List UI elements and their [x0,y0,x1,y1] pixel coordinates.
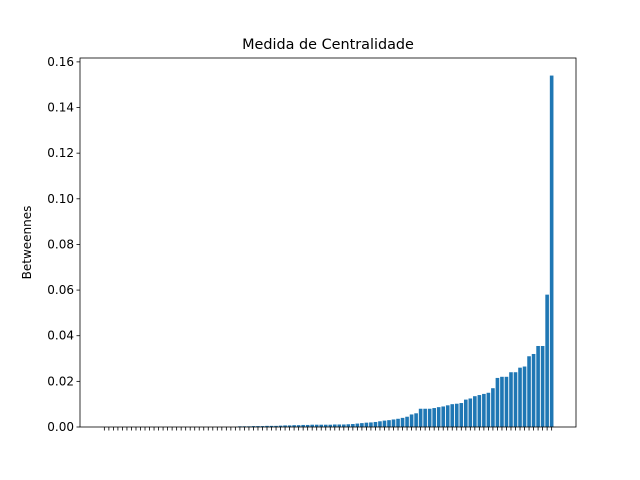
bar [283,425,287,427]
bar [518,367,522,427]
bar [400,417,405,427]
bar [269,425,274,427]
bar [427,408,432,427]
bar [540,345,545,427]
bar [409,414,414,427]
bar [450,404,455,427]
bar [436,407,441,427]
bar [265,425,269,427]
y-axis-label: Betweennes [20,206,34,280]
y-tick-label: 0.02 [47,374,74,388]
bar [477,395,482,427]
bar [445,405,450,427]
bar [418,408,423,427]
bar [355,423,360,427]
bar [495,377,500,427]
bar [527,356,531,427]
bar [459,403,464,427]
bar [454,403,459,427]
chart-title: Medida de Centralidade [242,37,414,53]
y-tick-label: 0.12 [47,146,74,160]
y-tick-label: 0.08 [47,237,74,251]
bar [482,393,486,427]
bar [509,372,513,427]
bar [387,420,391,427]
bar [256,426,260,427]
bar [369,422,373,427]
y-tick-label: 0.14 [47,101,74,115]
bar [314,424,319,427]
bar [522,366,527,427]
bar [531,353,536,427]
bar [491,388,495,427]
bar [504,376,509,427]
y-tick-label: 0.04 [47,329,74,343]
bar [301,424,305,427]
bar [536,345,540,427]
bar [414,413,418,427]
bar [423,408,427,427]
y-tick-label: 0.06 [47,283,74,297]
bar [296,425,301,427]
bar [549,75,554,428]
bar [545,294,549,427]
bar [382,420,387,427]
bar [486,392,491,427]
bar [310,424,314,427]
bar [378,421,382,427]
bar [463,399,468,427]
bar [342,424,346,427]
bar [328,424,333,427]
bar [332,424,337,427]
bar [260,426,265,427]
bar [500,376,504,427]
bar [473,396,477,427]
bar [391,419,396,427]
bar [351,424,355,427]
y-tick-label: 0.00 [47,420,74,434]
bar [468,398,473,427]
bar [373,421,378,427]
bar [337,424,342,427]
y-tick-label: 0.10 [47,192,74,206]
y-tick-label: 0.16 [47,55,74,69]
bar [441,406,446,427]
bar [360,423,364,427]
bar [432,408,436,427]
bar [292,425,296,427]
axes-frame [79,57,577,428]
bar [287,425,292,427]
bar [278,425,283,427]
bar [396,418,400,427]
bar [251,426,256,427]
bar [364,422,369,427]
bar [319,424,324,427]
bar [323,424,328,427]
bar [513,372,518,427]
bar [305,424,310,427]
bar [405,416,409,427]
bar [346,424,351,427]
bar [274,425,278,427]
